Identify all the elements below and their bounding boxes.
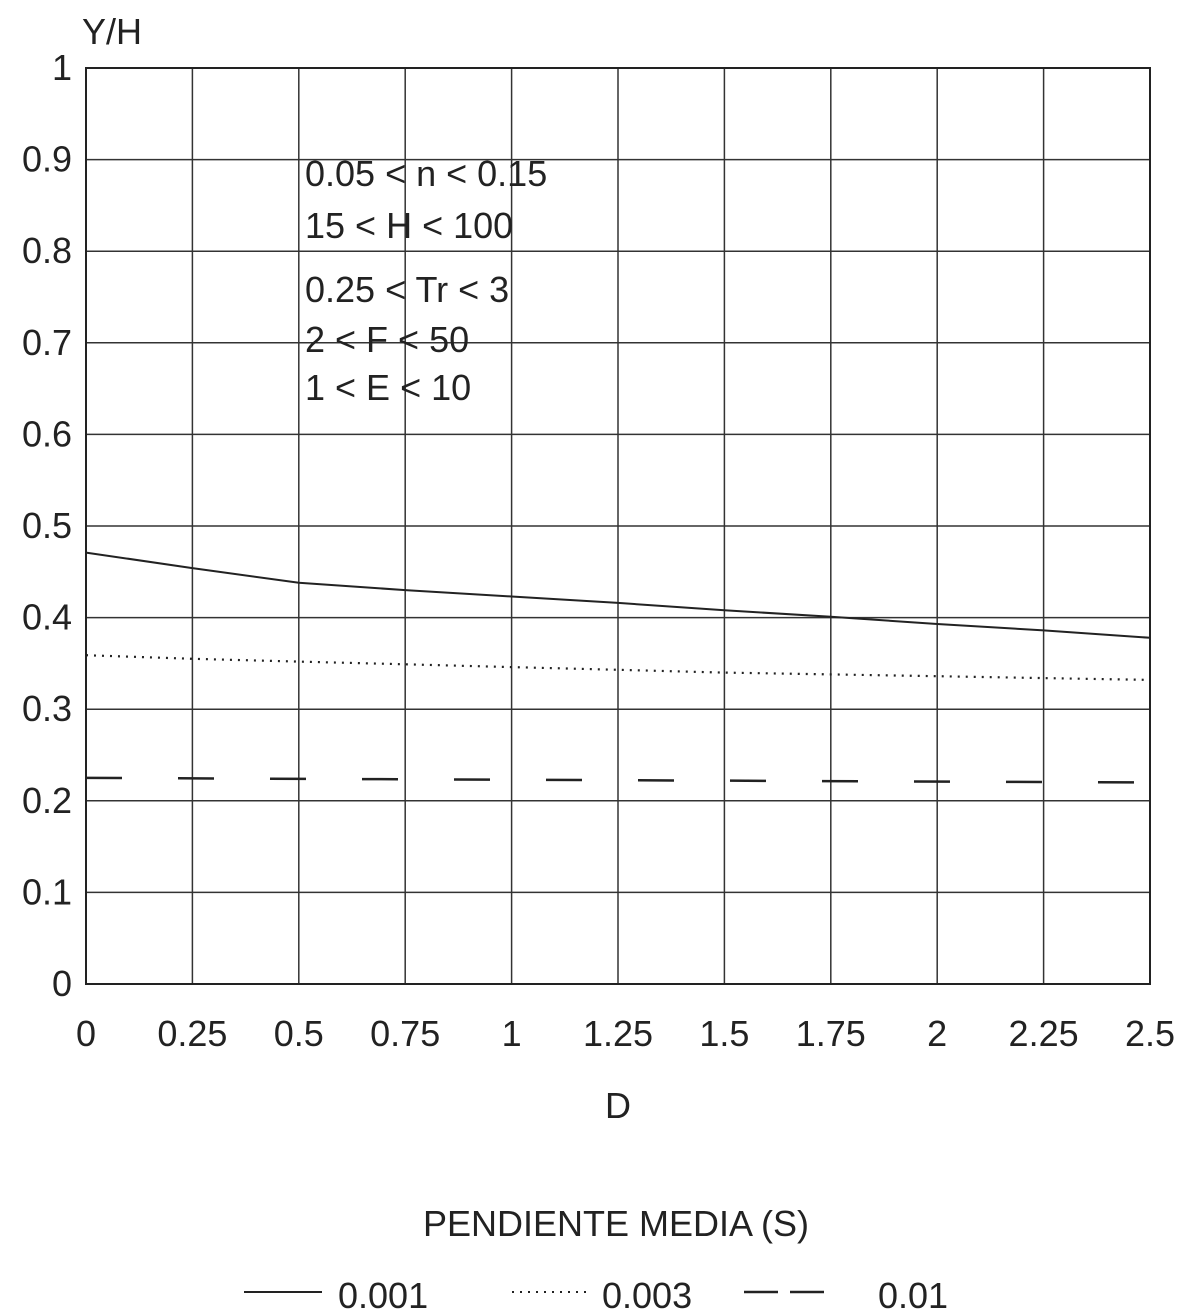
series-line-0 — [85, 551, 1151, 639]
y-tick-label: 0.2 — [22, 780, 72, 821]
y-tick-label: 0.9 — [22, 139, 72, 180]
y-tick-labels: 0 0.1 0.2 0.3 0.4 0.5 0.6 0.7 0.8 0.9 1 — [22, 47, 72, 1004]
annotation-tr: 0.25 < Tr < 3 — [305, 269, 509, 310]
grid — [85, 67, 1151, 985]
x-tick-label: 0.5 — [274, 1013, 324, 1054]
legend-label: 0.003 — [602, 1275, 692, 1316]
legend: 0.001 0.003 0.01 — [244, 1275, 948, 1316]
x-tick-label: 2.25 — [1009, 1013, 1079, 1054]
legend-label: 0.01 — [878, 1275, 948, 1316]
legend-label: 0.001 — [338, 1275, 428, 1316]
legend-title: PENDIENTE MEDIA (S) — [423, 1203, 809, 1244]
x-tick-label: 1 — [502, 1013, 522, 1054]
x-tick-label: 0 — [76, 1013, 96, 1054]
x-tick-label: 1.25 — [583, 1013, 653, 1054]
series-line-1 — [85, 654, 1151, 681]
y-tick-label: 0.8 — [22, 230, 72, 271]
y-tick-label: 0.7 — [22, 322, 72, 363]
y-tick-label: 0.3 — [22, 688, 72, 729]
x-tick-label: 2 — [927, 1013, 947, 1054]
x-tick-label: 0.75 — [370, 1013, 440, 1054]
x-tick-label: 0.25 — [157, 1013, 227, 1054]
y-tick-label: 0.1 — [22, 871, 72, 912]
x-tick-label: 2.5 — [1125, 1013, 1175, 1054]
annotation-n: 0.05 < n < 0.15 — [305, 153, 547, 194]
y-tick-label: 0.4 — [22, 597, 72, 638]
y-tick-label: 0.6 — [22, 413, 72, 454]
x-axis-title: D — [605, 1085, 631, 1126]
series-layer — [85, 551, 1151, 784]
annotation-f: 2 < F < 50 — [305, 319, 469, 360]
annotation-h: 15 < H < 100 — [305, 205, 513, 246]
parameter-annotations: 0.05 < n < 0.15 15 < H < 100 0.25 < Tr <… — [305, 153, 547, 408]
y-tick-label: 0 — [52, 963, 72, 1004]
x-tick-label: 1.75 — [796, 1013, 866, 1054]
plot-frame — [85, 67, 1151, 985]
y-tick-label: 0.5 — [22, 505, 72, 546]
annotation-e: 1 < E < 10 — [305, 367, 471, 408]
x-tick-label: 1.5 — [699, 1013, 749, 1054]
y-tick-label: 1 — [52, 47, 72, 88]
x-tick-labels: 0 0.25 0.5 0.75 1 1.25 1.5 1.75 2 2.25 2.5 — [76, 1013, 1175, 1054]
y-axis-title: Y/H — [82, 11, 142, 52]
